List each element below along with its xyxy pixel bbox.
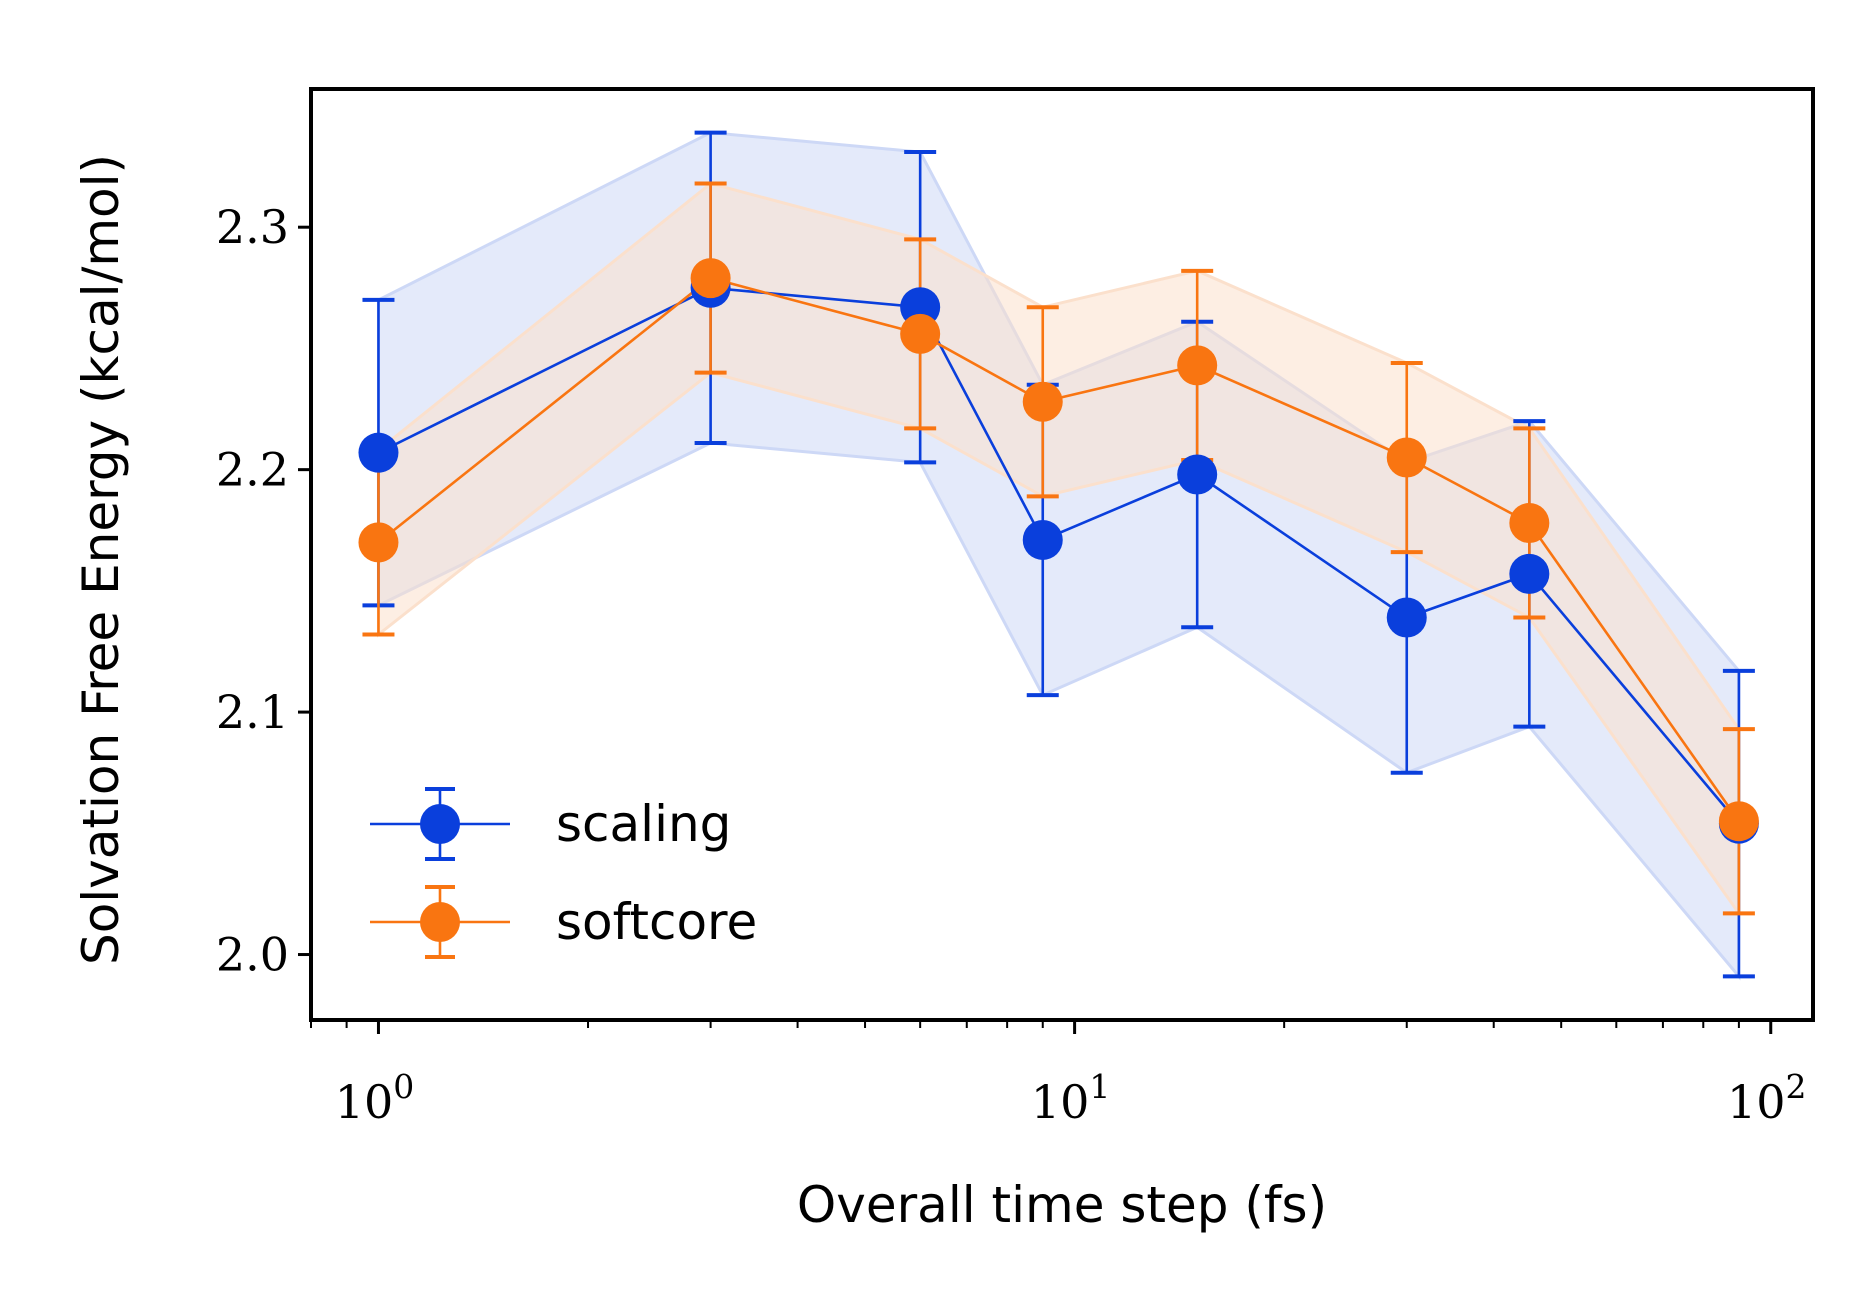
y-axis-label: Solvation Free Energy (kcal/mol): [72, 154, 130, 965]
data-point-softcore: [1386, 437, 1427, 478]
error-bars: [362, 130, 1755, 979]
x-tick-label: 102: [1727, 1067, 1807, 1129]
data-point-scaling: [1386, 597, 1427, 638]
plot-frame: [309, 87, 1815, 1022]
data-point-softcore: [1718, 801, 1759, 842]
x-tick-exponent: 0: [393, 1067, 414, 1106]
x-tick-label: 101: [1031, 1067, 1111, 1129]
y-tick-label: 2.2: [216, 443, 289, 497]
x-tick-exponent: 1: [1089, 1067, 1110, 1106]
x-tick-base: 10: [1727, 1075, 1786, 1129]
series-line-softcore: [377, 276, 1740, 822]
data-points: [358, 258, 1759, 844]
x-tick-base: 10: [1031, 1075, 1090, 1129]
data-point-softcore: [1022, 381, 1063, 422]
data-point-scaling: [1022, 519, 1063, 560]
x-tick-exponent: 2: [1786, 1067, 1807, 1106]
data-point-softcore: [900, 313, 941, 354]
legend-label-scaling: scaling: [556, 795, 731, 853]
series-line-scaling: [377, 286, 1740, 825]
series-lines: [377, 276, 1740, 825]
data-point-scaling: [358, 432, 399, 473]
data-point-softcore: [1177, 345, 1218, 386]
data-point-softcore: [1509, 502, 1550, 543]
x-tick-label: 100: [335, 1067, 415, 1129]
y-tick-label: 2.0: [216, 928, 289, 982]
data-point-scaling: [1177, 454, 1218, 495]
y-tick-label: 2.3: [216, 200, 289, 254]
data-point-softcore: [690, 258, 731, 299]
data-point-scaling: [1509, 553, 1550, 594]
x-tick-base: 10: [335, 1075, 394, 1129]
legend-marker-softcore: [420, 902, 460, 942]
data-point-softcore: [358, 522, 399, 563]
legend-label-softcore: softcore: [556, 893, 757, 951]
legend: scaling softcore: [370, 787, 757, 959]
legend-marker-scaling: [420, 804, 460, 844]
x-axis-label: Overall time step (fs): [797, 1176, 1327, 1234]
y-tick-label: 2.1: [216, 685, 289, 739]
